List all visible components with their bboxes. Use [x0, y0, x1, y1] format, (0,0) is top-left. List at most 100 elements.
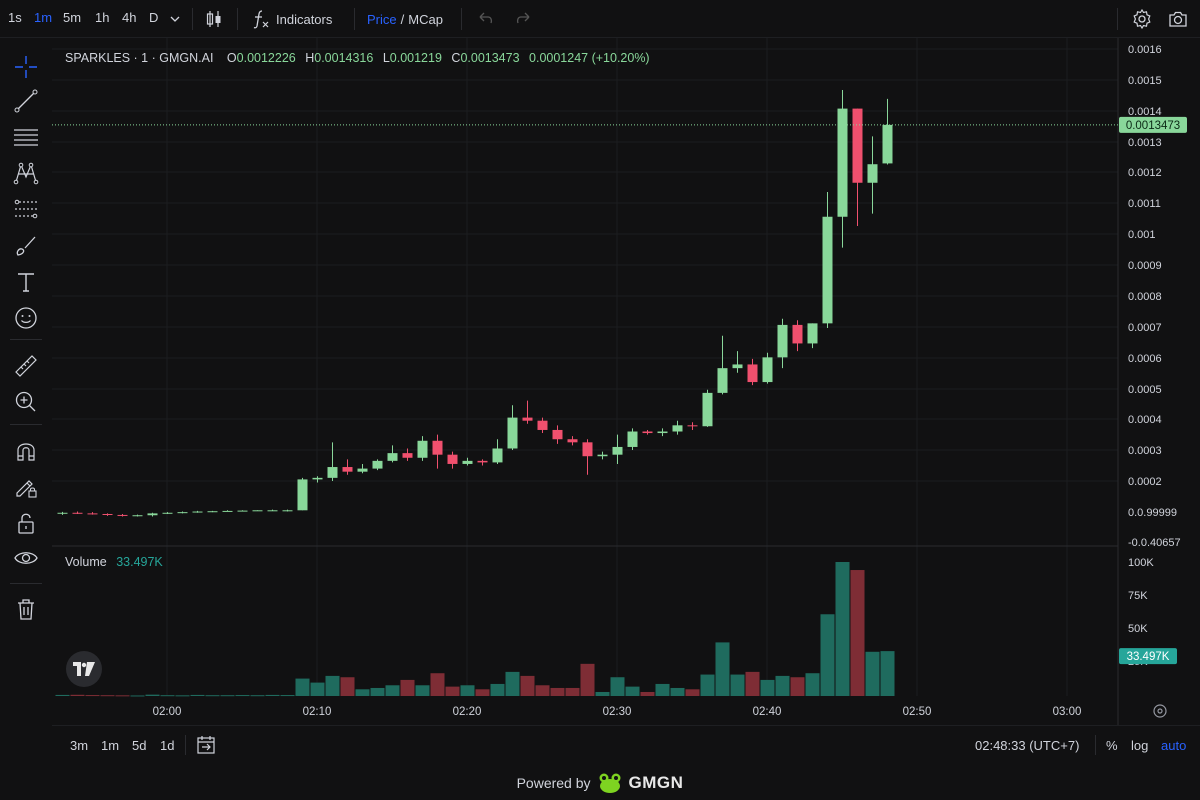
percent-toggle[interactable]: % [1106, 738, 1118, 753]
undo-button[interactable] [476, 4, 496, 34]
candle-body [282, 510, 293, 512]
candle-body [492, 448, 503, 463]
candle-body [822, 216, 833, 324]
symbol-label[interactable]: SPARKLES · 1 · GMGN.AI [65, 51, 214, 65]
volume-value: 33.497K [116, 555, 163, 569]
timeframe-4h[interactable]: 4h [122, 10, 137, 25]
crosshair-tool[interactable] [11, 52, 41, 82]
candle-body [267, 510, 278, 512]
candle-body [222, 510, 233, 512]
volume-axis[interactable]: 100K75K50K25K [1128, 557, 1154, 668]
timeframe-1m[interactable]: 1m [34, 10, 53, 25]
range-5d[interactable]: 5d [132, 738, 147, 753]
candle-body [177, 512, 188, 514]
price-mcap-toggle[interactable]: Price / MCap [367, 4, 443, 34]
price-tick-label: -0.0.40657 [1128, 537, 1181, 549]
volume-bar [175, 695, 190, 697]
volume-bar [865, 651, 880, 696]
timeframe-dropdown[interactable] [168, 4, 182, 34]
volume-bar [385, 685, 400, 696]
drawing-toolbar [0, 38, 52, 638]
candle-body [162, 512, 173, 514]
price-tick-label: 0.0014 [1128, 106, 1162, 118]
volume-bar [835, 562, 850, 696]
time-axis[interactable]: 02:00 02:10 02:20 02:30 02:40 02:50 03:00 [153, 706, 1082, 718]
indicators-button[interactable]: Indicators [250, 4, 332, 34]
candle-body [57, 512, 68, 514]
clock-timezone[interactable]: 02:48:33 (UTC+7) [975, 738, 1080, 753]
volume-bar [730, 674, 745, 696]
timeframe-1h[interactable]: 1h [95, 10, 110, 25]
emoji-tool[interactable] [11, 303, 41, 333]
candle-body [867, 164, 878, 183]
timeframe-1s[interactable]: 1s [8, 10, 22, 25]
candle-body [237, 510, 248, 512]
redo-button[interactable] [513, 4, 533, 34]
candle-body [792, 324, 803, 344]
magnet-tool[interactable] [11, 436, 41, 466]
time-tick-label: 03:00 [1053, 706, 1082, 718]
candle-body [717, 368, 728, 393]
trend-line-icon [14, 89, 38, 113]
axis-settings-button[interactable] [1153, 704, 1167, 718]
magnet-icon [17, 443, 35, 461]
candle-style-button[interactable] [203, 4, 225, 34]
range-3m[interactable]: 3m [70, 738, 89, 753]
candle-body [807, 323, 818, 344]
lock-drawing-tool[interactable] [11, 472, 41, 502]
price-option[interactable]: Price [367, 11, 397, 27]
timeframe-5m[interactable]: 5m [63, 10, 82, 25]
volume-bar [490, 683, 505, 696]
brush-tool[interactable] [11, 231, 41, 261]
auto-toggle[interactable]: auto [1161, 738, 1187, 753]
candle-body [837, 108, 848, 217]
hide-drawings-tool[interactable] [11, 543, 41, 573]
mcap-option[interactable]: MCap [408, 11, 443, 27]
calendar-icon [197, 736, 215, 754]
volume-bar [355, 689, 370, 696]
goto-date-button[interactable] [196, 735, 218, 758]
volume-bar [820, 614, 835, 696]
powered-by-label: Powered by [516, 775, 591, 791]
range-1m[interactable]: 1m [101, 738, 120, 753]
settings-button[interactable] [1131, 4, 1153, 34]
candle-body [507, 417, 518, 449]
measure-tool[interactable] [11, 351, 41, 381]
range-1d[interactable]: 1d [160, 738, 175, 753]
trend-line-tool[interactable] [11, 86, 41, 116]
price-axis[interactable]: 0.0016 0.0015 0.0014 0.0013 0.0012 0.0011 0.00… [1128, 44, 1181, 549]
volume-bar [295, 678, 310, 696]
screenshot-button[interactable] [1167, 4, 1189, 34]
eye-icon [14, 552, 38, 564]
tradingview-logo[interactable] [66, 651, 102, 687]
zoom-tool[interactable] [11, 387, 41, 417]
lock-tool[interactable] [11, 508, 41, 538]
tradingview-logo-icon [73, 662, 95, 676]
volume-bar [220, 695, 235, 697]
volume-bar [775, 675, 790, 696]
candle-body [702, 392, 713, 427]
candle-body [612, 446, 623, 455]
pattern-tool[interactable] [11, 158, 41, 188]
volume-bar [310, 682, 325, 696]
candle-body [627, 431, 638, 447]
camera-icon [1169, 11, 1187, 27]
fib-tool[interactable] [11, 194, 41, 224]
redo-icon [516, 12, 530, 24]
volume-label[interactable]: Volume [65, 555, 107, 569]
price-tick-label: 0.0003 [1128, 445, 1162, 457]
candle-body [582, 442, 593, 457]
text-tool[interactable] [11, 267, 41, 297]
delete-drawings-tool[interactable] [11, 594, 41, 624]
volume-bar [190, 694, 205, 696]
log-toggle[interactable]: log [1131, 738, 1149, 753]
volume-bar [280, 695, 295, 697]
timeframe-d[interactable]: D [149, 10, 159, 25]
volume-tick-label: 100K [1128, 557, 1154, 569]
brand-name[interactable]: GMGN [628, 773, 684, 792]
powered-by-footer: Powered by GMGN [0, 766, 1200, 800]
volume-bar [85, 695, 100, 697]
price-tick-label: 0.0015 [1128, 75, 1162, 87]
horizontal-lines-tool[interactable] [11, 122, 41, 152]
